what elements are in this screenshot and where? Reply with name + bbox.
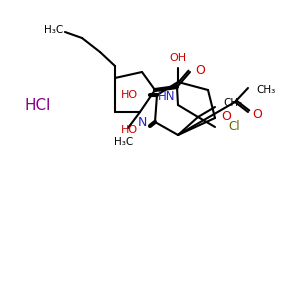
Text: HO: HO [121,90,138,100]
Text: OH: OH [169,53,187,63]
Text: O: O [221,110,231,122]
Text: Cl: Cl [228,121,240,134]
Text: CH₃: CH₃ [256,85,275,95]
Text: O: O [195,64,205,76]
Text: HN: HN [158,90,175,103]
Text: N: N [137,116,147,129]
Text: H₃C: H₃C [114,137,134,147]
Text: CH₃: CH₃ [223,98,242,108]
Text: O: O [252,107,262,121]
Text: H₃C: H₃C [44,25,63,35]
Text: HO: HO [121,125,138,135]
Text: HCl: HCl [25,98,51,112]
